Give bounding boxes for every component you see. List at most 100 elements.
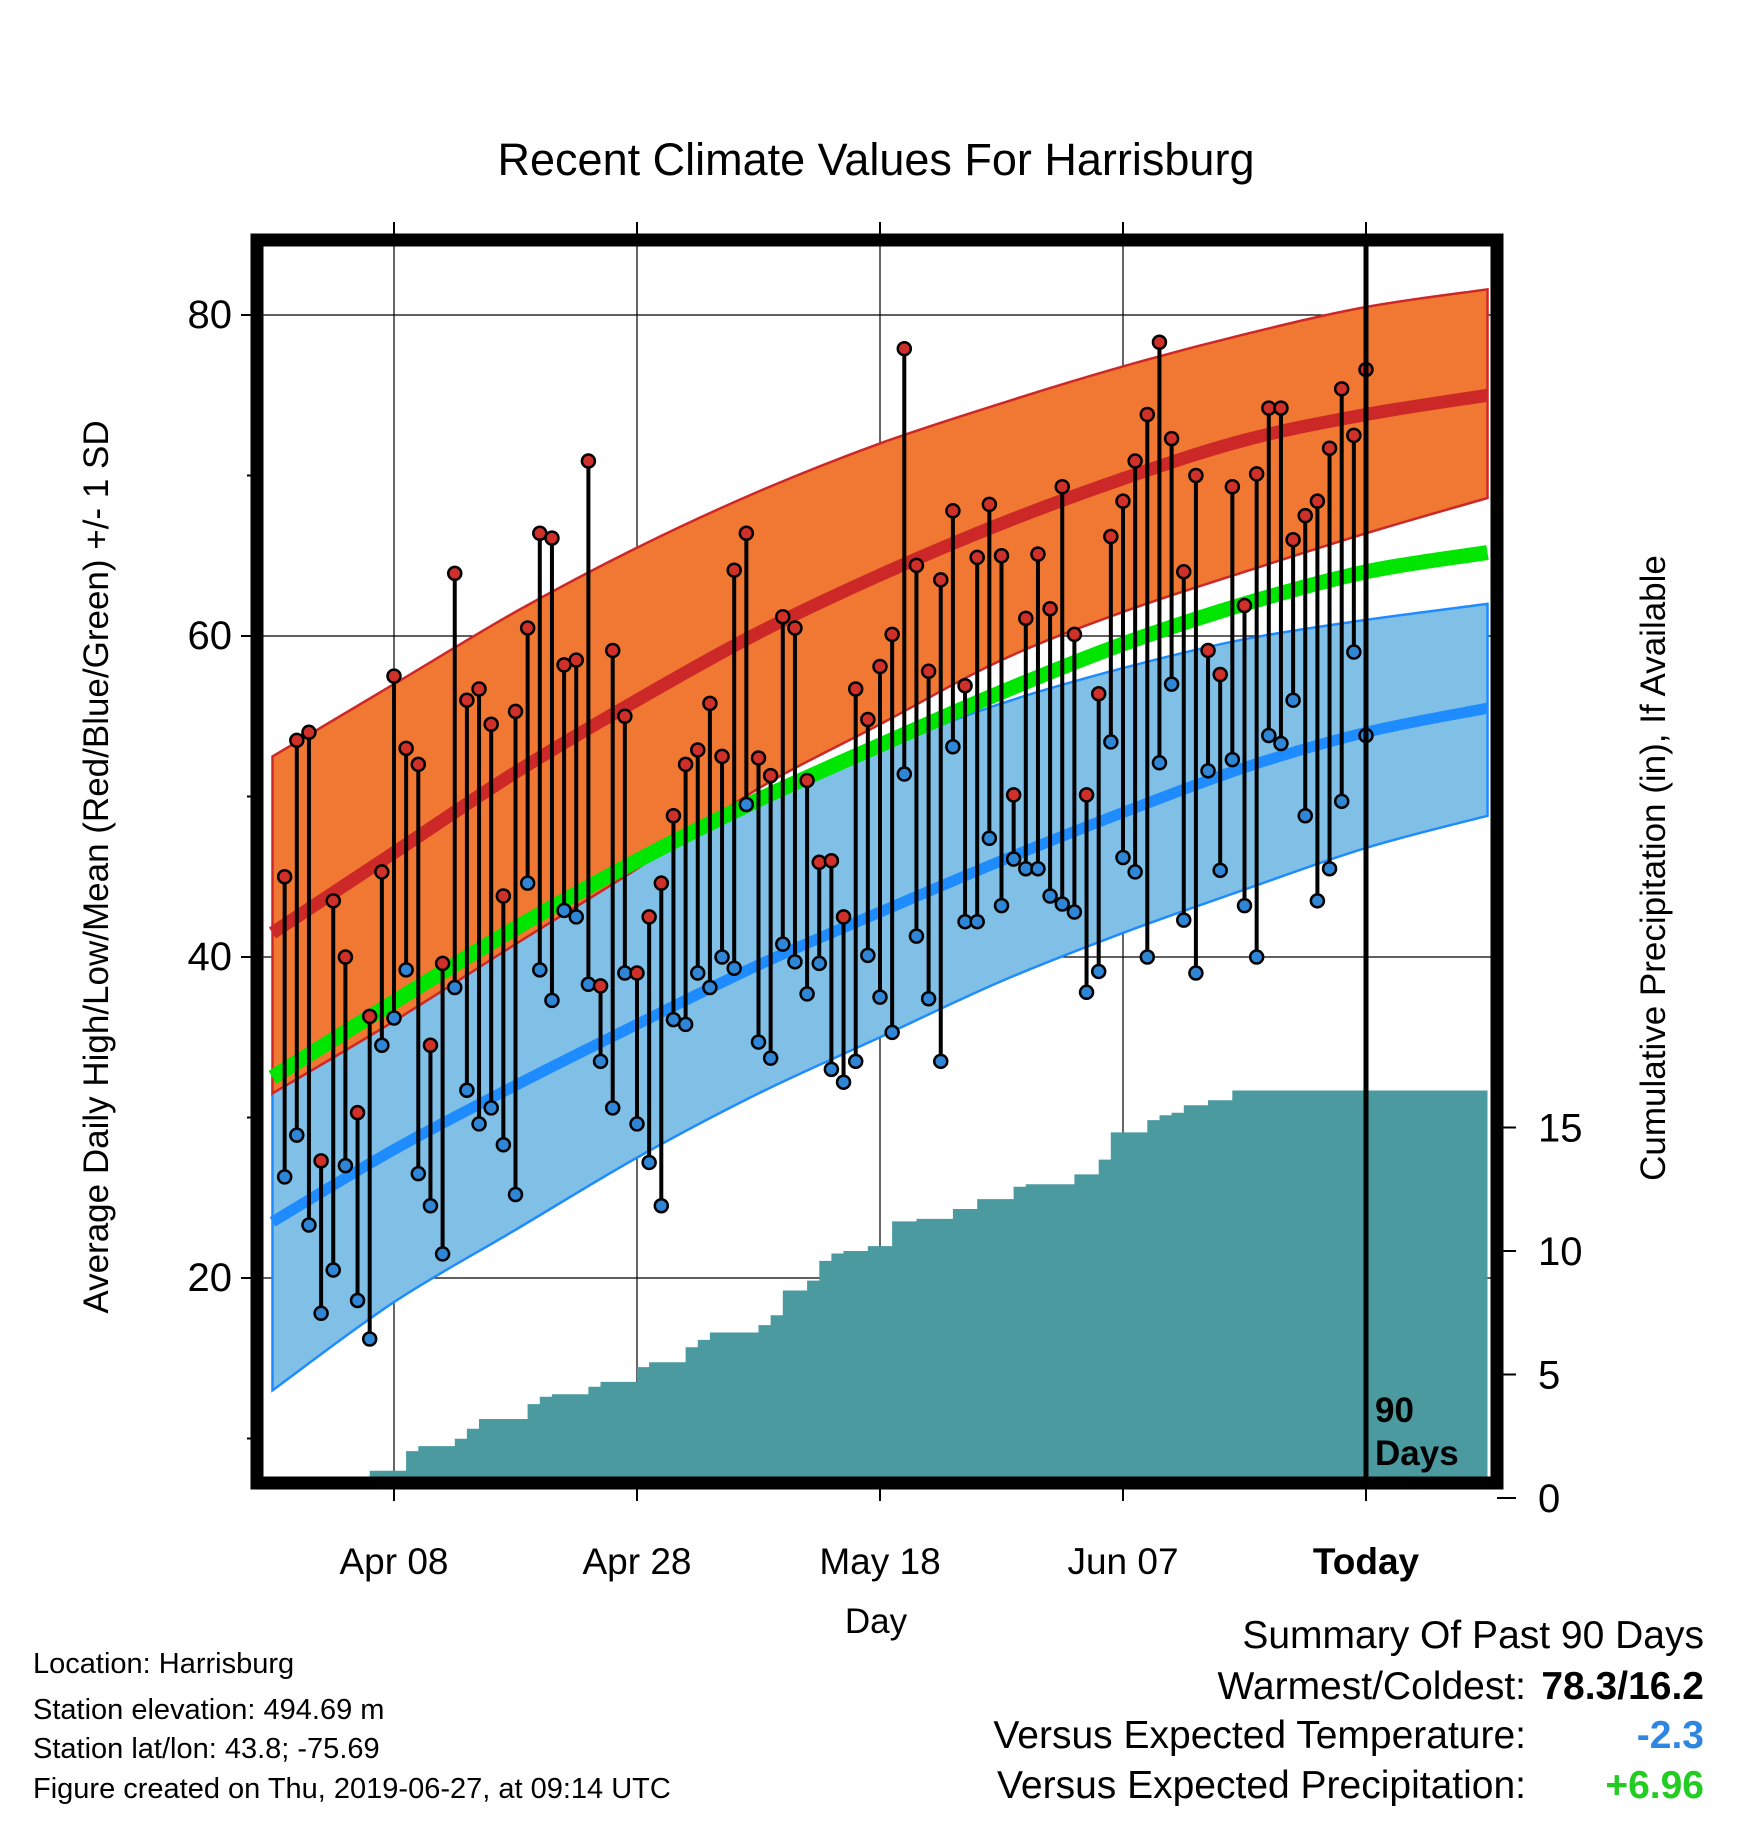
daily-high-point [738,525,755,542]
daily-low-point [1139,949,1156,965]
daily-high-point [361,1008,378,1025]
daily-high-point [993,548,1010,564]
daily-high-point [690,742,706,758]
daily-low-point [1333,793,1350,810]
daily-high-point [410,756,427,773]
daily-high-point [872,658,888,675]
warmest-coldest-value: 78.3/16.2 [1541,1665,1704,1708]
daily-low-point [337,1157,354,1174]
daily-low-point [1127,864,1143,880]
daily-high-point [434,955,451,972]
daily-low-point [677,1016,694,1033]
daily-low-point [507,1186,524,1203]
y-tick-label: 80 [188,293,233,337]
daily-high-point [957,678,973,694]
daily-low-point [410,1165,427,1182]
daily-low-point [1163,676,1180,692]
daily-high-point [337,949,354,965]
daily-high-point [398,740,414,757]
precip-label: Versus Expected Precipitation: [997,1764,1526,1807]
daily-high-point [702,695,718,712]
daily-low-point [993,897,1010,914]
daily-low-point [884,1024,900,1041]
daily-low-point [447,979,463,996]
daily-low-point [568,909,584,925]
plot-area: 90 Days [263,246,1491,1477]
daily-low-point [945,738,961,755]
daily-low-point [1042,888,1058,904]
daily-low-point [702,979,718,996]
daily-high-point [750,750,767,766]
y-tick-label: 20 [188,1256,233,1300]
daily-low-point [325,1262,341,1278]
y-tick-label: 40 [188,935,233,979]
latlon-text: Station lat/lon: 43.8; -75.69 [33,1733,380,1765]
y2-tick-label: 15 [1538,1107,1583,1151]
y2-tick-label: 0 [1538,1477,1560,1521]
x-tick-label: Today [1313,1541,1420,1582]
daily-low-point [1151,755,1168,771]
daily-high-point [847,681,864,697]
daily-low-point [301,1217,317,1233]
daily-high-point [1346,427,1362,444]
daily-low-point [1297,808,1313,824]
daily-high-point [507,703,524,720]
daily-low-point [1285,692,1301,708]
daily-low-point [1176,912,1192,928]
daily-low-point [847,1053,864,1070]
daily-high-point [641,909,657,925]
daily-low-point [775,936,791,952]
daily-low-point [495,1137,512,1153]
daily-high-point [1151,334,1168,351]
today-label-line1: 90 [1375,1391,1414,1430]
daily-low-point [1115,849,1131,866]
y-tick-label: 60 [188,614,233,658]
daily-high-point [653,875,670,891]
daily-low-point [896,766,913,782]
elevation-text: Station elevation: 494.69 m [33,1694,385,1726]
daily-high-point [1248,466,1265,482]
daily-high-point [981,496,998,513]
daily-high-point [775,608,791,625]
daily-high-point [799,772,815,789]
daily-high-point [1090,686,1107,702]
daily-high-point [1018,610,1034,627]
daily-low-point [1261,727,1277,744]
daily-high-point [933,572,949,588]
x-tick-label: Apr 08 [339,1541,448,1582]
daily-low-point [762,1050,779,1066]
daily-high-point [823,852,840,869]
daily-low-point [823,1061,840,1078]
daily-high-point [519,620,536,636]
daily-low-point [398,962,414,978]
daily-high-point [1066,626,1083,643]
daily-low-point [981,830,998,846]
x-tick-label: Jun 07 [1067,1541,1178,1582]
plot-frame [250,233,1504,1490]
temp-value: -2.3 [1636,1714,1704,1757]
daily-low-point [738,796,755,813]
daily-high-point [1176,564,1192,580]
daily-low-point [349,1292,366,1309]
daily-low-point [1248,949,1265,965]
daily-low-point [908,928,925,944]
daily-high-point [349,1104,366,1121]
daily-high-point [1297,507,1313,524]
daily-high-point [908,557,925,574]
daily-high-point [1200,642,1216,659]
daily-low-point [1200,763,1216,779]
daily-low-point [653,1198,670,1214]
daily-low-point [1188,965,1204,981]
y-axis-label: Average Daily High/Low/Mean (Red/Blue/Gr… [77,420,116,1313]
x-axis-label: Day [845,1602,908,1641]
daily-high-point [1285,531,1301,548]
daily-high-point [604,642,621,659]
daily-high-point [422,1037,439,1054]
daily-low-point [1030,860,1046,877]
daily-low-point [483,1100,499,1116]
daily-low-point [1309,893,1326,909]
daily-high-point [495,888,512,904]
daily-low-point [386,1010,402,1026]
daily-high-point [1321,440,1338,456]
daily-low-point [1273,735,1289,752]
